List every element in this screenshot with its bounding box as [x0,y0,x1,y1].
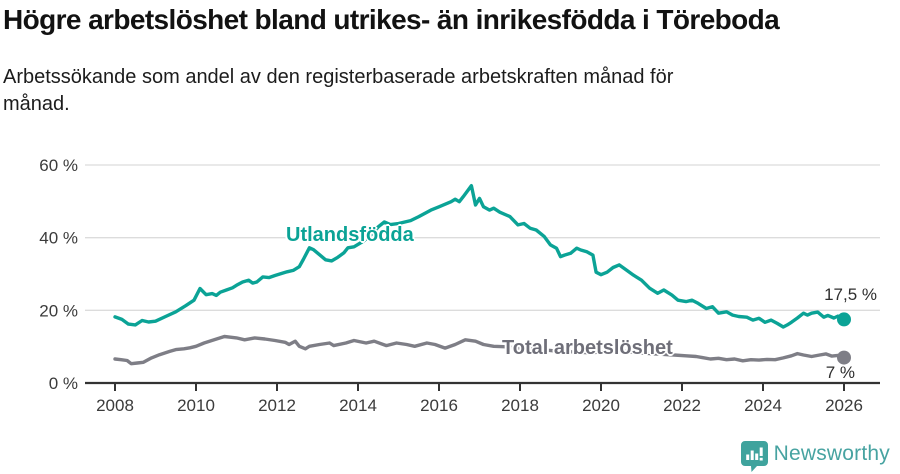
newsworthy-wordmark: Newsworthy [773,442,890,465]
x-tick-label: 2018 [501,396,539,415]
utlandsfodda-line [113,184,846,329]
series-label-utlandsfodda: Utlandsfödda [286,224,414,246]
total-line [113,334,846,366]
utlandsfodda-end-dot [837,312,851,327]
x-tick-label: 2016 [420,396,458,415]
y-tick-label: 20 % [39,301,78,320]
subtitle-line-1: Arbetssökande som andel av den registerb… [3,66,674,88]
subtitle-line-2: månad. [3,93,70,115]
x-tick-label: 2010 [177,396,215,415]
x-tick-label: 2012 [258,396,296,415]
series-label-total-arbetsloshet: Total arbetslöshet [502,337,673,359]
y-tick-label: 40 % [39,229,78,248]
newsworthy-brand: Newsworthy [740,440,890,472]
newsworthy-logo-icon [740,440,768,472]
x-tick-label: 2024 [744,396,782,415]
total-end-dot [837,350,851,365]
x-tick-label: 2020 [582,396,620,415]
x-tick-label: 2022 [663,396,701,415]
subtitle: Arbetssökande som andel av den registerb… [3,64,863,118]
x-tick-label: 2008 [96,396,134,415]
y-tick-label: 60 % [39,156,78,175]
page-title: Högre arbetslöshet bland utrikes- än inr… [3,4,780,35]
y-tick-label: 0 % [49,374,78,393]
end-value-label-utlandsfodda: 17,5 % [824,285,877,304]
x-tick-label: 2014 [339,396,377,415]
end-value-label-total: 7 % [825,363,855,382]
x-tick-label: 2026 [825,396,863,415]
